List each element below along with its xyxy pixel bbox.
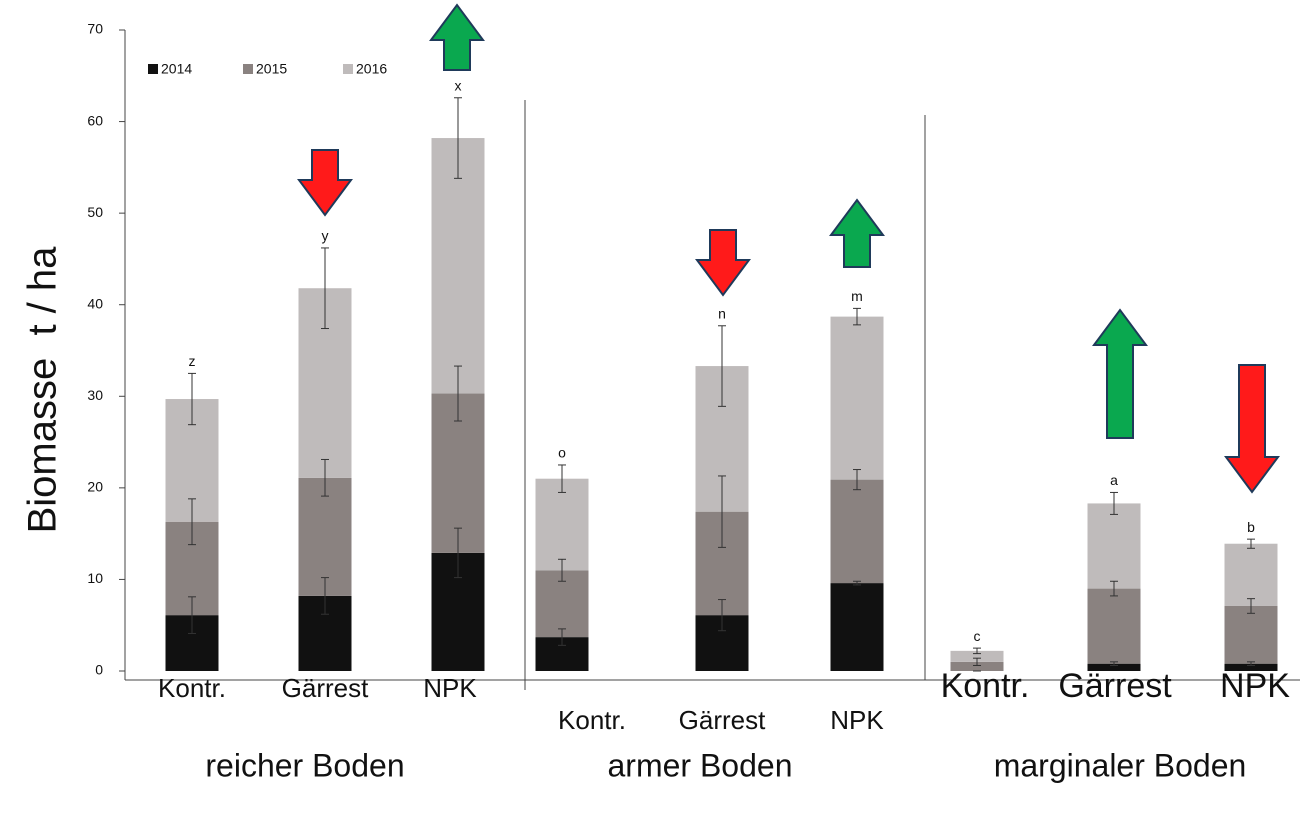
y-tick-label: 30 <box>87 387 103 403</box>
x-tick-label: NPK <box>1220 667 1290 705</box>
bar-segment <box>831 317 884 480</box>
group-label: marginaler Boden <box>994 747 1247 783</box>
significance-letter: b <box>1247 519 1255 535</box>
legend-swatch <box>343 64 353 74</box>
arrow-down <box>299 150 351 215</box>
bar-segment <box>1225 544 1278 606</box>
arrow-up <box>1094 310 1146 438</box>
y-axis-title: Biomasse t / ha <box>21 246 65 534</box>
arrow-up <box>431 5 483 70</box>
x-tick-label: NPK <box>830 705 884 735</box>
x-tick-label: NPK <box>423 673 477 703</box>
arrow-down <box>697 230 749 295</box>
significance-letter: y <box>322 228 329 244</box>
group-label: armer Boden <box>608 747 793 783</box>
bar-segment <box>1088 589 1141 664</box>
bar-segment <box>1225 606 1278 664</box>
significance-letter: c <box>974 628 981 644</box>
x-tick-label: Kontr. <box>158 673 226 703</box>
legend-swatch <box>243 64 253 74</box>
bar-segment <box>831 583 884 671</box>
significance-letter: z <box>189 353 196 369</box>
arrow-down <box>1226 365 1278 492</box>
y-tick-label: 60 <box>87 112 103 128</box>
x-tick-label: Gärrest <box>1058 667 1172 705</box>
group-label: reicher Boden <box>205 747 404 783</box>
y-tick-label: 10 <box>87 570 103 586</box>
x-tick-label: Gärrest <box>679 705 766 735</box>
legend-label: 2016 <box>356 61 387 77</box>
bar-segment <box>831 480 884 583</box>
y-tick-label: 20 <box>87 479 103 495</box>
significance-letter: n <box>718 305 726 321</box>
legend-label: 2014 <box>161 61 192 77</box>
legend-swatch <box>148 64 158 74</box>
y-tick-label: 50 <box>87 204 103 220</box>
significance-letter: x <box>455 77 462 93</box>
x-tick-label: Gärrest <box>282 673 369 703</box>
significance-letter: m <box>851 288 863 304</box>
x-tick-label: Kontr. <box>941 667 1030 705</box>
bar-segment <box>1088 503 1141 588</box>
y-tick-label: 40 <box>87 295 103 311</box>
chart: Biomasse t / ha 0 10 20 30 40 50 60 70 2014 2015 2… <box>0 0 1309 811</box>
x-tick-label: Kontr. <box>558 705 626 735</box>
y-tick-label: 70 <box>87 21 103 37</box>
arrow-up <box>831 200 883 267</box>
legend-label: 2015 <box>256 61 287 77</box>
significance-letter: o <box>558 445 566 461</box>
significance-letter: a <box>1110 472 1118 488</box>
y-tick-label: 0 <box>95 662 103 678</box>
